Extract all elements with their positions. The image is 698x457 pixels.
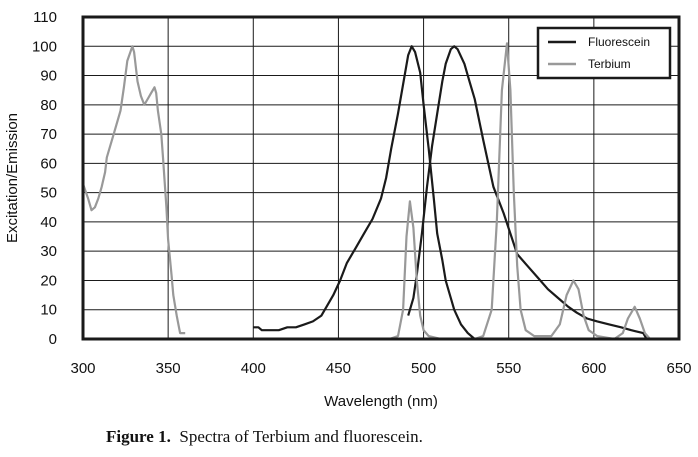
y-tick-label: 40 [40,214,57,231]
caption-text: Spectra of Terbium and fluorescein. [170,427,423,446]
x-tick-label: 450 [326,360,351,377]
legend-box [536,26,672,80]
figure-label: Figure 1. [106,427,171,446]
x-tick-labels: 300 350 400 450 500 550 600 650 [70,360,691,377]
y-tick-label: 90 [40,68,57,85]
plot-frame [81,15,681,341]
legend-label-fluorescein: Fluorescein [588,35,650,49]
x-tick-label: 400 [241,360,266,377]
y-tick-label: 80 [40,97,57,114]
y-axis-label: Excitation/Emission [4,113,21,243]
x-axis-label: Wavelength (nm) [324,393,438,410]
series-line-terbium [389,42,651,341]
y-tick-label: 60 [40,155,57,172]
x-tick-label: 550 [496,360,521,377]
y-tick-label: 20 [40,272,57,289]
x-tick-label: 350 [156,360,181,377]
legend-label-terbium: Terbium [588,57,631,71]
x-tick-label: 600 [581,360,606,377]
y-tick-label: 30 [40,243,57,260]
x-tick-label: 500 [411,360,436,377]
x-tick-label: 650 [666,360,691,377]
y-tick-labels: 0 10 20 30 40 50 60 70 80 90 100 110 [32,9,57,348]
figure-caption: Figure 1. Spectra of Terbium and fluores… [106,427,423,447]
series-line-terbium [81,45,186,335]
y-tick-label: 50 [40,185,57,202]
x-tick-label: 300 [70,360,95,377]
y-tick-label: 0 [49,331,57,348]
series-line-fluorescein [253,45,476,340]
legend: Fluorescein Terbium [536,26,672,80]
y-tick-label: 100 [32,38,57,55]
y-tick-label: 110 [33,9,57,26]
y-tick-label: 10 [40,302,57,319]
y-tick-label: 70 [40,126,57,143]
series-line-fluorescein [407,45,648,340]
